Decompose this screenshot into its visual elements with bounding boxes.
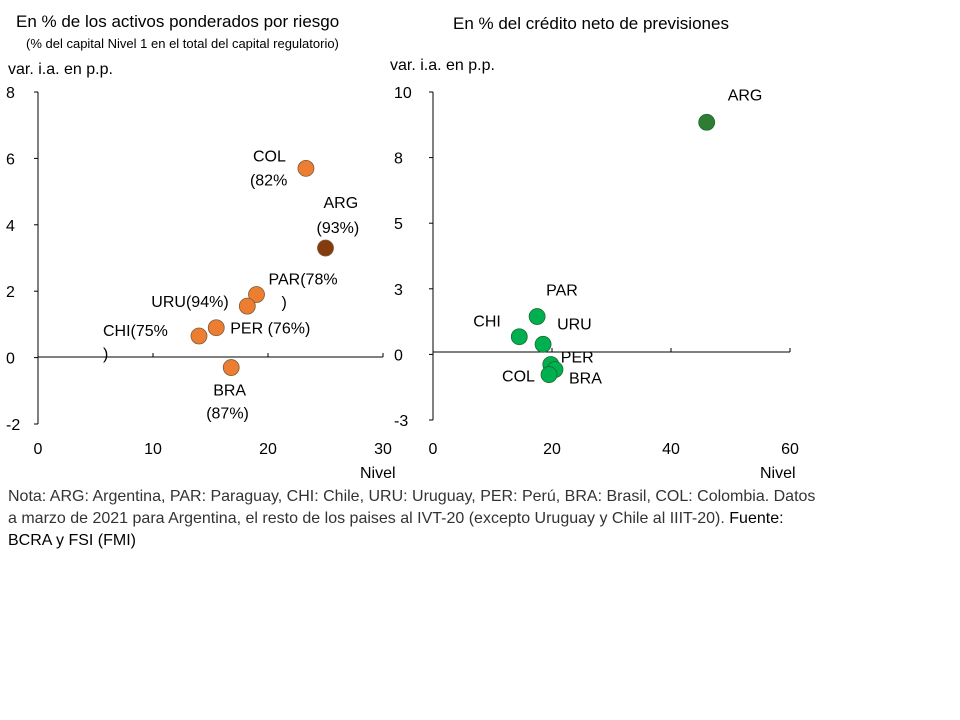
left-point-label-chi: ) — [103, 346, 108, 363]
right-y-tick-label: 10 — [394, 85, 412, 102]
right-point-label-chi: CHI — [473, 314, 501, 331]
left-point-label-par: ) — [282, 295, 287, 312]
left-chart-subtitle: (% del capital Nivel 1 en el total del c… — [26, 36, 339, 51]
right-y-tick-label: 0 — [394, 347, 403, 364]
left-x-tick-label: 20 — [259, 441, 277, 458]
left-point-label-col: COL — [253, 148, 286, 165]
right-point-arg — [698, 113, 716, 131]
right-x-tick-label: 40 — [662, 441, 680, 458]
right-y-tick-label: -3 — [394, 413, 408, 430]
left-y-tick-label: 8 — [6, 85, 15, 102]
left-y-tick-label: 2 — [6, 284, 15, 301]
left-point-per — [207, 319, 225, 337]
right-point-label-col: COL — [502, 369, 535, 386]
right-point-label-bra: BRA — [569, 371, 602, 388]
footnote: Nota: ARG: Argentina, PAR: Paraguay, CHI… — [8, 486, 818, 552]
left-point-arg — [317, 239, 334, 257]
left-x-tick-label: 30 — [374, 441, 392, 458]
right-x-tick-label: 0 — [429, 441, 438, 458]
left-point-label-par: PAR(78% — [269, 272, 338, 289]
left-point-label-chi: CHI(75% — [103, 323, 168, 340]
right-x-axis-label: Nivel — [760, 465, 796, 482]
left-y-tick-label: 6 — [6, 151, 15, 168]
left-point-label-uru: URU(94%) — [151, 294, 228, 311]
left-y-tick-label: 0 — [6, 351, 15, 368]
right-point-chi — [510, 328, 528, 346]
right-x-tick-label: 20 — [543, 441, 561, 458]
left-y-axis-label: var. i.a. en p.p. — [8, 61, 113, 78]
left-y-tick-label: -2 — [6, 417, 20, 434]
right-point-label-par: PAR — [546, 283, 578, 300]
right-point-label-per: PER — [561, 349, 594, 366]
right-y-tick-label: 3 — [394, 282, 403, 299]
left-point-col — [297, 159, 315, 177]
left-point-uru — [238, 297, 256, 315]
left-point-label-per: PER (76%) — [230, 321, 310, 338]
right-point-col — [540, 366, 558, 383]
left-x-tick-label: 0 — [34, 441, 43, 458]
left-point-label-arg: (93%) — [317, 220, 360, 237]
right-y-tick-label: 5 — [394, 216, 403, 233]
right-y-axis-label: var. i.a. en p.p. — [390, 57, 495, 74]
right-x-tick-label: 60 — [781, 441, 799, 458]
left-scatter-chart: En % de los activos ponderados por riesg… — [6, 12, 396, 482]
right-point-par — [528, 308, 546, 325]
right-point-label-arg: ARG — [728, 87, 763, 104]
left-point-label-bra: (87%) — [206, 406, 249, 423]
right-scatter-chart: En % del crédito neto de previsiones var… — [390, 14, 799, 482]
footnote-source: Fuente: BCRA y FSI (FMI) — [8, 510, 784, 549]
right-chart-title: En % del crédito neto de previsiones — [453, 14, 729, 33]
left-point-chi — [190, 327, 208, 345]
left-chart-title: En % de los activos ponderados por riesg… — [16, 12, 339, 31]
left-point-par — [248, 286, 265, 303]
left-point-label-arg: ARG — [324, 195, 359, 212]
left-point-label-bra: BRA — [213, 383, 246, 400]
left-point-label-col: (82% — [250, 172, 287, 189]
footnote-text: Nota: ARG: Argentina, PAR: Paraguay, CHI… — [8, 488, 816, 527]
left-point-bra — [222, 359, 240, 376]
right-point-label-uru: URU — [557, 316, 592, 333]
left-y-tick-label: 4 — [6, 218, 15, 235]
left-x-axis-label: Nivel — [360, 465, 396, 482]
right-y-tick-label: 8 — [394, 151, 403, 168]
left-x-tick-label: 10 — [144, 441, 162, 458]
right-point-uru — [534, 335, 552, 353]
